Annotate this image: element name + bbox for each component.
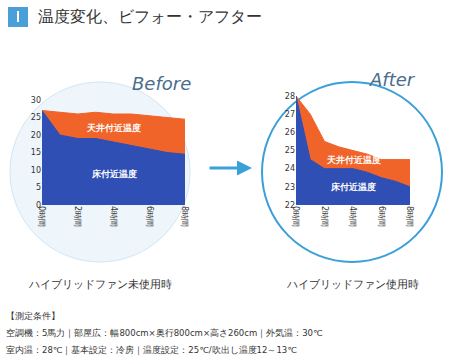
svg-text:6時間: 6時間 <box>145 206 154 227</box>
svg-text:天井付近温度: 天井付近温度 <box>86 123 141 133</box>
svg-text:2時間: 2時間 <box>320 206 329 227</box>
svg-text:25: 25 <box>31 113 41 122</box>
svg-text:【測定条件】: 【測定条件】 <box>6 311 60 321</box>
svg-text:室内温：28℃｜基本設定：冷房｜温度設定：25℃/吹出し温度: 室内温：28℃｜基本設定：冷房｜温度設定：25℃/吹出し温度12～13℃ <box>6 345 297 356</box>
svg-text:28: 28 <box>285 92 295 101</box>
svg-text:23: 23 <box>285 183 295 192</box>
svg-text:4時間: 4時間 <box>109 206 118 227</box>
svg-text:24: 24 <box>285 164 295 173</box>
svg-text:6時間: 6時間 <box>377 206 386 227</box>
svg-text:25: 25 <box>285 146 295 155</box>
svg-text:26: 26 <box>285 128 295 137</box>
svg-text:22: 22 <box>285 201 295 210</box>
svg-text:ハイブリッドファン使用時: ハイブリッドファン使用時 <box>286 278 419 291</box>
svg-text:ハイブリッドファン未使用時: ハイブリッドファン未使用時 <box>28 278 172 291</box>
svg-text:5: 5 <box>36 183 41 192</box>
svg-text:27: 27 <box>285 110 295 119</box>
svg-text:2時間: 2時間 <box>73 206 82 227</box>
svg-text:0時間: 0時間 <box>37 206 46 227</box>
svg-text:8時間: 8時間 <box>180 206 189 227</box>
svg-text:床付近温度: 床付近温度 <box>91 169 137 179</box>
svg-text:床付近温度: 床付近温度 <box>330 182 376 192</box>
svg-text:天井付近温度: 天井付近温度 <box>326 155 381 165</box>
svg-text:温度変化、ビフォー・アフター: 温度変化、ビフォー・アフター <box>38 7 262 26</box>
svg-text:30: 30 <box>31 96 41 105</box>
svg-text:0時間: 0時間 <box>291 206 300 227</box>
svg-text:4時間: 4時間 <box>348 206 357 227</box>
svg-text:15: 15 <box>31 148 41 157</box>
svg-text:10: 10 <box>31 166 41 175</box>
svg-text:After: After <box>369 69 416 90</box>
svg-text:0: 0 <box>36 201 41 210</box>
svg-text:20: 20 <box>31 131 41 140</box>
svg-text:Before: Before <box>132 73 191 94</box>
svg-text:8時間: 8時間 <box>405 206 414 227</box>
svg-text:空調機：5馬力｜部屋広：幅800cm×奥行800cm×高さ2: 空調機：5馬力｜部屋広：幅800cm×奥行800cm×高さ260cm｜外気温：3… <box>6 328 323 339</box>
